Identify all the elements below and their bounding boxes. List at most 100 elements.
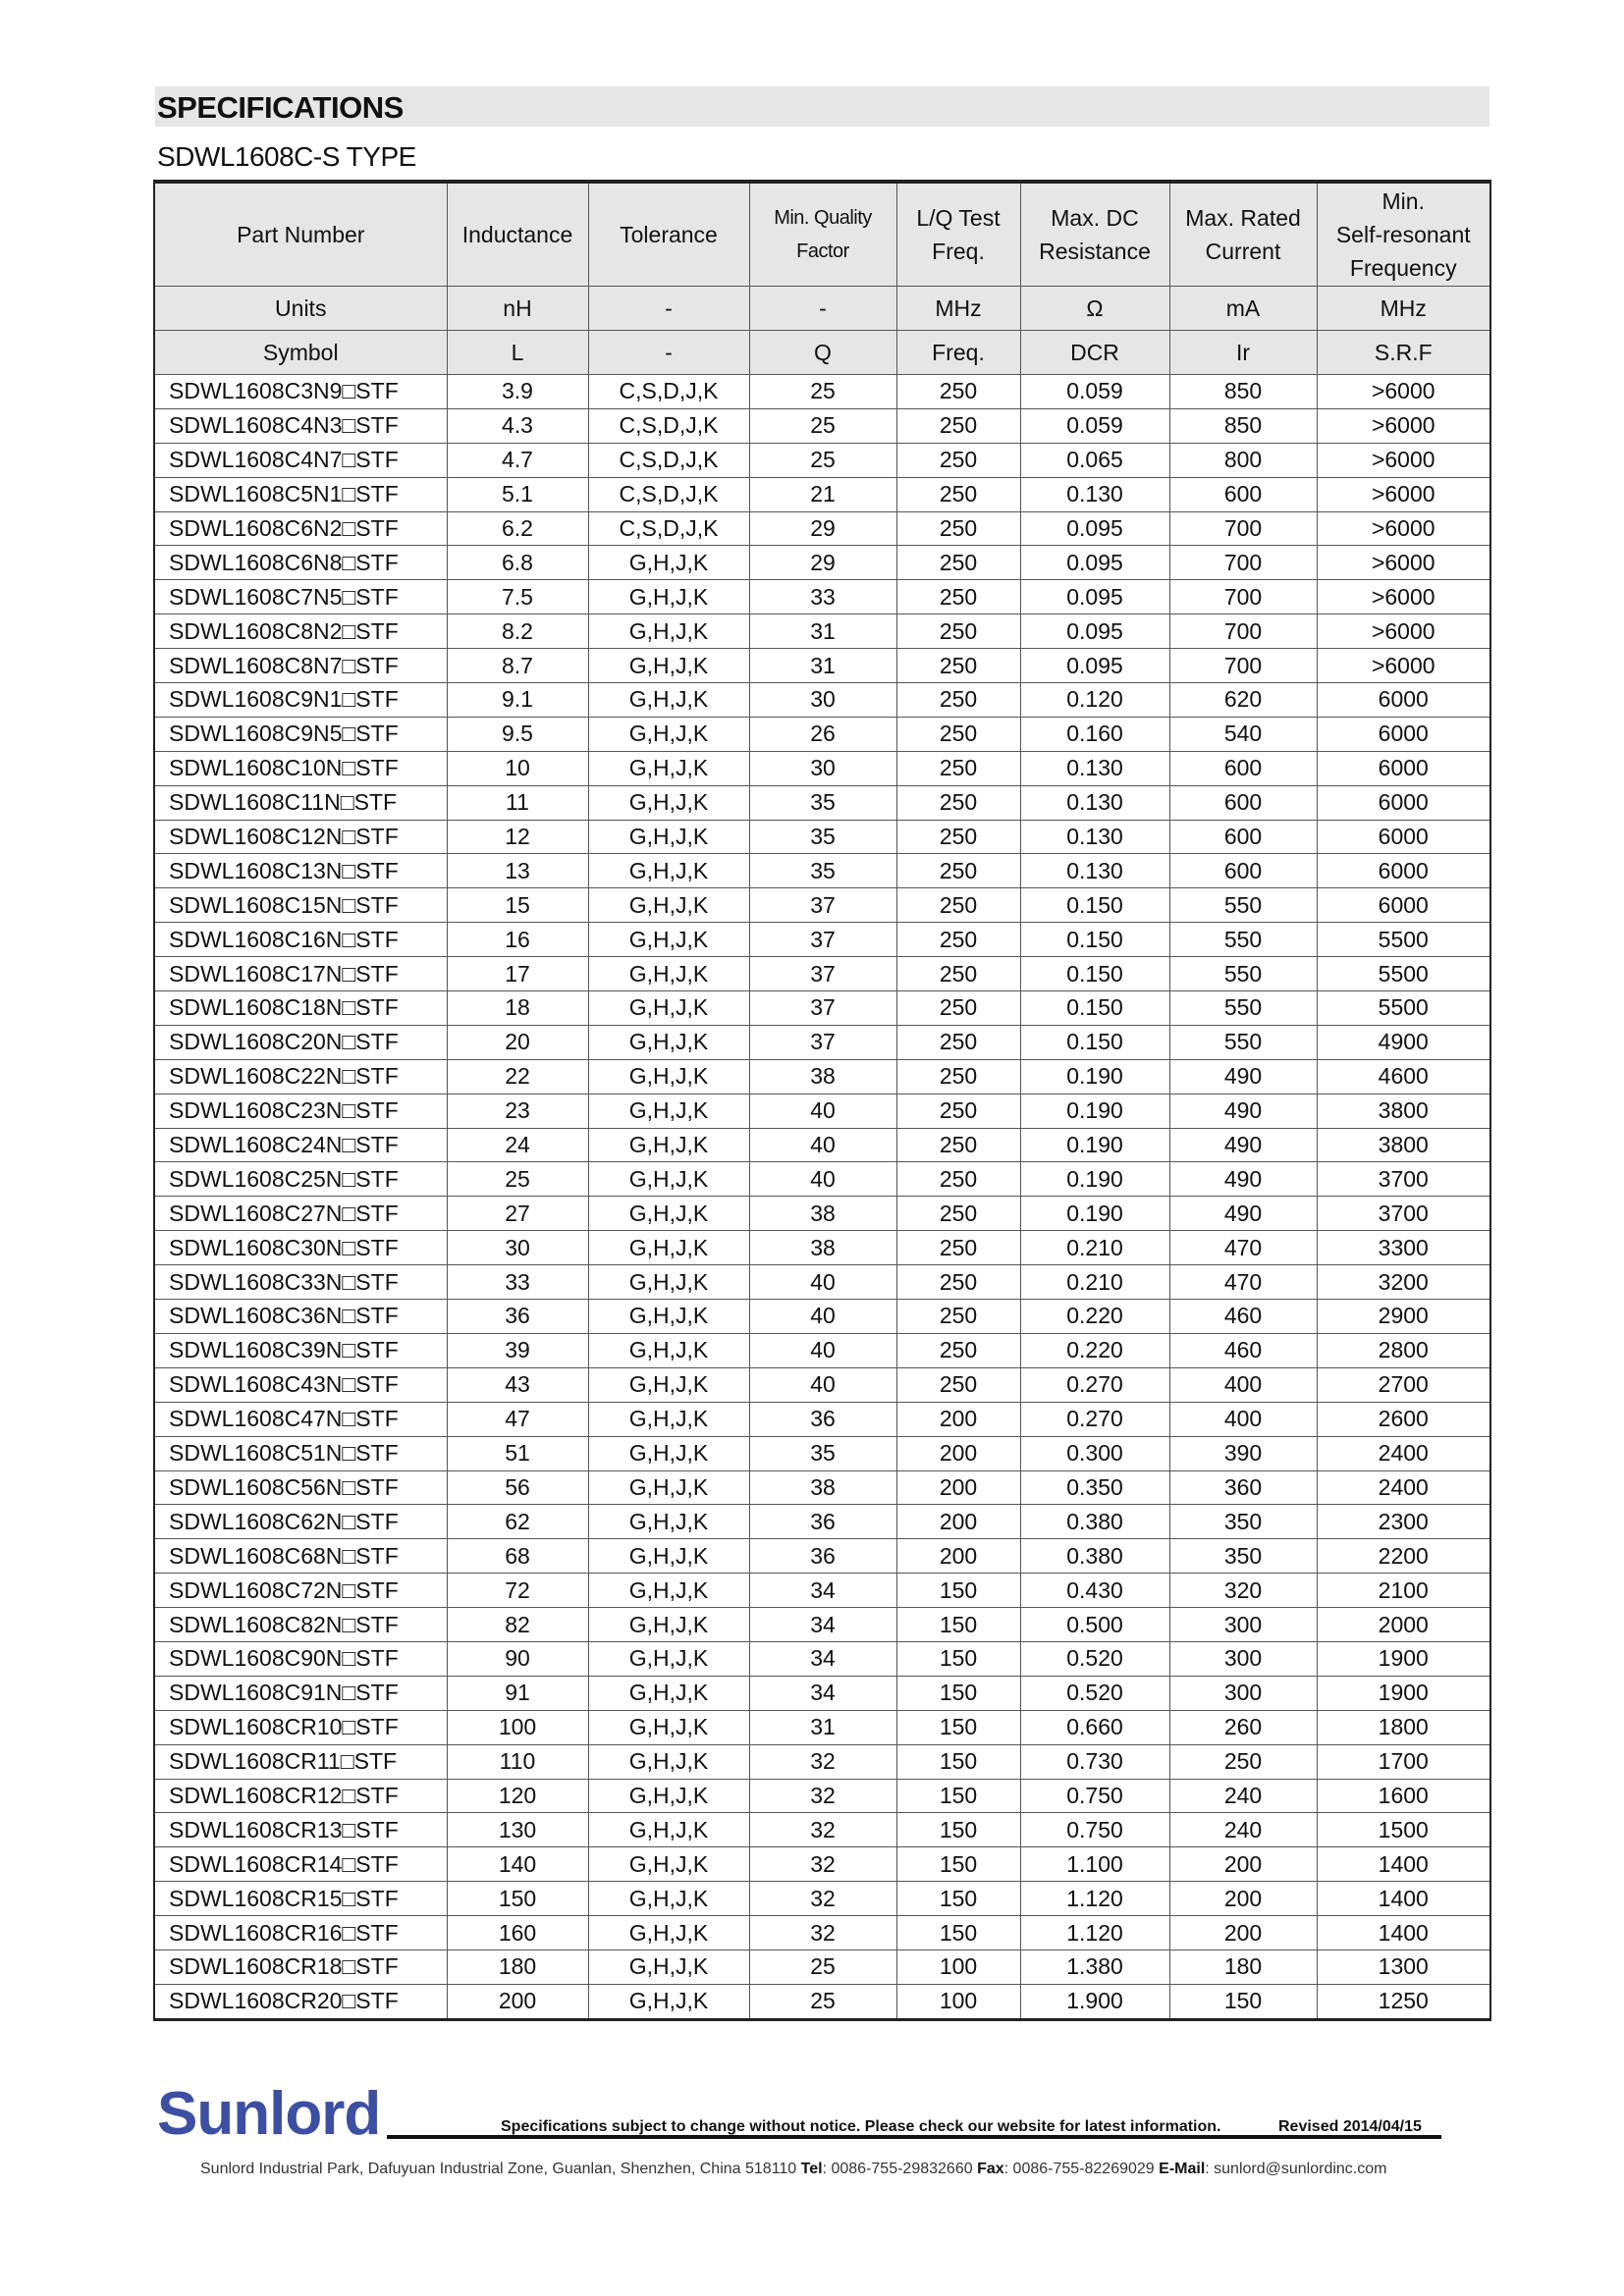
cell-rated-current: 490 bbox=[1168, 1093, 1318, 1129]
cell-srf: 5500 bbox=[1316, 922, 1491, 958]
cell-srf: >6000 bbox=[1316, 407, 1491, 444]
table-row: SDWL1608C8N7□STF 8.7 G,H,J,K 31 250 0.095 700 >… bbox=[153, 648, 1491, 684]
cell-part-number: SDWL1608C18N□STF bbox=[153, 990, 448, 1026]
cell-part-number: SDWL1608C7N5□STF bbox=[153, 579, 448, 615]
cell-srf: 1900 bbox=[1316, 1640, 1491, 1677]
cell-tolerance: G,H,J,K bbox=[587, 1366, 750, 1403]
cell-inductance: 20 bbox=[446, 1024, 589, 1060]
cell-tolerance: G,H,J,K bbox=[587, 1881, 750, 1917]
cell-tolerance: G,H,J,K bbox=[587, 922, 750, 958]
cell-test-freq: 250 bbox=[895, 648, 1021, 684]
table-row: SDWL1608C11N□STF 11 G,H,J,K 35 250 0.130 600 60… bbox=[153, 784, 1491, 821]
cell-tolerance: G,H,J,K bbox=[587, 1264, 750, 1301]
cell-q: 31 bbox=[748, 648, 897, 684]
cell-q: 25 bbox=[748, 442, 897, 478]
cell-part-number: SDWL1608C8N7□STF bbox=[153, 648, 448, 684]
cell-inductance: 22 bbox=[446, 1058, 589, 1095]
cell-tolerance: G,H,J,K bbox=[587, 1640, 750, 1677]
unit-cell: nH bbox=[446, 286, 589, 331]
cell-rated-current: 550 bbox=[1168, 922, 1318, 958]
cell-srf: 1300 bbox=[1316, 1949, 1491, 1985]
table-row: SDWL1608C68N□STF 68 G,H,J,K 36 200 0.380 350 22… bbox=[153, 1538, 1491, 1575]
cell-dcr: 0.095 bbox=[1019, 510, 1170, 547]
cell-rated-current: 300 bbox=[1168, 1640, 1318, 1677]
cell-part-number: SDWL1608C4N3□STF bbox=[153, 407, 448, 444]
cell-part-number: SDWL1608CR11□STF bbox=[153, 1743, 448, 1780]
cell-inductance: 47 bbox=[446, 1401, 589, 1437]
cell-srf: 1700 bbox=[1316, 1743, 1491, 1780]
cell-srf: 1250 bbox=[1316, 1983, 1491, 2020]
cell-rated-current: 490 bbox=[1168, 1161, 1318, 1198]
cell-part-number: SDWL1608C82N□STF bbox=[153, 1607, 448, 1642]
cell-inductance: 36 bbox=[446, 1299, 589, 1334]
cell-rated-current: 240 bbox=[1168, 1778, 1318, 1814]
cell-test-freq: 250 bbox=[895, 819, 1021, 855]
cell-part-number: SDWL1608C16N□STF bbox=[153, 922, 448, 958]
cell-q: 34 bbox=[748, 1573, 897, 1609]
cell-test-freq: 200 bbox=[895, 1538, 1021, 1575]
cell-rated-current: 300 bbox=[1168, 1675, 1318, 1711]
cell-tolerance: G,H,J,K bbox=[587, 1058, 750, 1095]
cell-dcr: 0.160 bbox=[1019, 716, 1170, 752]
cell-dcr: 0.520 bbox=[1019, 1675, 1170, 1711]
cell-rated-current: 350 bbox=[1168, 1504, 1318, 1540]
cell-dcr: 0.150 bbox=[1019, 922, 1170, 958]
cell-srf: 3300 bbox=[1316, 1230, 1491, 1266]
cell-rated-current: 490 bbox=[1168, 1127, 1318, 1163]
cell-tolerance: G,H,J,K bbox=[587, 750, 750, 786]
cell-test-freq: 250 bbox=[895, 716, 1021, 752]
cell-dcr: 0.190 bbox=[1019, 1127, 1170, 1163]
cell-tolerance: G,H,J,K bbox=[587, 1504, 750, 1540]
header-rated-current: Max. Rated Current bbox=[1168, 181, 1318, 287]
cell-dcr: 0.750 bbox=[1019, 1812, 1170, 1848]
cell-test-freq: 100 bbox=[895, 1983, 1021, 2020]
fax: : 0086-755-82269029 bbox=[1003, 2161, 1155, 2177]
cell-inductance: 12 bbox=[446, 819, 589, 855]
cell-q: 38 bbox=[748, 1230, 897, 1266]
cell-inductance: 120 bbox=[446, 1778, 589, 1814]
cell-part-number: SDWL1608C68N□STF bbox=[153, 1538, 448, 1575]
cell-q: 40 bbox=[748, 1161, 897, 1198]
table-row: SDWL1608C4N7□STF 4.7 C,S,D,J,K 25 250 0.065 80… bbox=[153, 442, 1491, 478]
cell-test-freq: 250 bbox=[895, 887, 1021, 924]
cell-q: 32 bbox=[748, 1846, 897, 1883]
cell-part-number: SDWL1608C39N□STF bbox=[153, 1332, 448, 1368]
cell-part-number: SDWL1608CR10□STF bbox=[153, 1709, 448, 1745]
cell-inductance: 13 bbox=[446, 853, 589, 889]
cell-dcr: 0.430 bbox=[1019, 1573, 1170, 1609]
cell-tolerance: G,H,J,K bbox=[587, 716, 750, 752]
cell-srf: 1800 bbox=[1316, 1709, 1491, 1745]
cell-tolerance: G,H,J,K bbox=[587, 1812, 750, 1848]
cell-rated-current: 260 bbox=[1168, 1709, 1318, 1745]
cell-inductance: 160 bbox=[446, 1915, 589, 1950]
cell-srf: 2400 bbox=[1316, 1469, 1491, 1506]
cell-test-freq: 250 bbox=[895, 442, 1021, 478]
cell-dcr: 0.270 bbox=[1019, 1401, 1170, 1437]
symbol-cell: Freq. bbox=[895, 330, 1021, 375]
cell-tolerance: C,S,D,J,K bbox=[587, 374, 750, 409]
contact-line: Sunlord Industrial Park, Dafuyuan Indust… bbox=[200, 2161, 1386, 2178]
cell-tolerance: G,H,J,K bbox=[587, 784, 750, 821]
cell-test-freq: 250 bbox=[895, 374, 1021, 409]
cell-srf: 3200 bbox=[1316, 1264, 1491, 1301]
symbol-cell: L bbox=[446, 330, 589, 375]
cell-rated-current: 390 bbox=[1168, 1435, 1318, 1471]
table-row: SDWL1608C56N□STF 56 G,H,J,K 38 200 0.350 360 24… bbox=[153, 1469, 1491, 1506]
cell-srf: 5500 bbox=[1316, 990, 1491, 1026]
cell-q: 35 bbox=[748, 784, 897, 821]
cell-part-number: SDWL1608C27N□STF bbox=[153, 1196, 448, 1232]
cell-part-number: SDWL1608C6N8□STF bbox=[153, 545, 448, 581]
cell-q: 40 bbox=[748, 1299, 897, 1334]
cell-dcr: 0.270 bbox=[1019, 1366, 1170, 1403]
cell-q: 36 bbox=[748, 1538, 897, 1575]
address: Sunlord Industrial Park, Dafuyuan Indust… bbox=[200, 2161, 797, 2177]
cell-inductance: 68 bbox=[446, 1538, 589, 1575]
table-row: SDWL1608C23N□STF 23 G,H,J,K 40 250 0.190 490 38… bbox=[153, 1093, 1491, 1129]
cell-q: 40 bbox=[748, 1366, 897, 1403]
cell-test-freq: 250 bbox=[895, 853, 1021, 889]
cell-inductance: 100 bbox=[446, 1709, 589, 1745]
table-row: SDWL1608C7N5□STF 7.5 G,H,J,K 33 250 0.095 700 >… bbox=[153, 579, 1491, 615]
cell-part-number: SDWL1608CR20□STF bbox=[153, 1983, 448, 2020]
cell-rated-current: 550 bbox=[1168, 1024, 1318, 1060]
cell-inductance: 17 bbox=[446, 956, 589, 992]
